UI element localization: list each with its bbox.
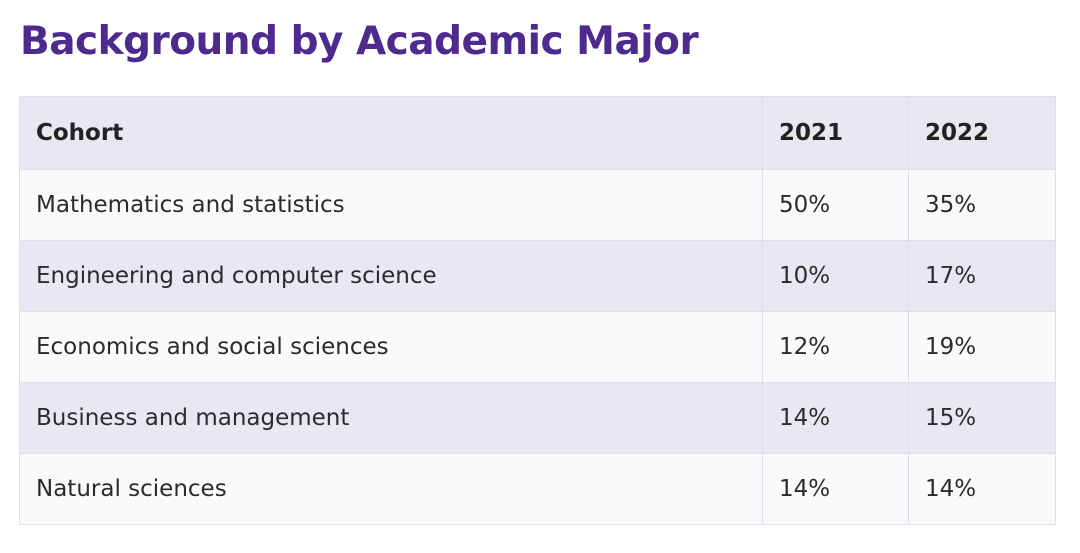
cohort-cell: Mathematics and statistics (19, 169, 763, 241)
cohort-cell: Business and management (19, 382, 763, 454)
table-row: Natural sciences 14% 14% (19, 453, 1056, 525)
value-2022-cell: 17% (908, 240, 1056, 312)
cohort-cell: Natural sciences (19, 453, 763, 525)
table-row: Engineering and computer science 10% 17% (19, 240, 1056, 312)
value-2022-cell: 15% (908, 382, 1056, 454)
table-row: Economics and social sciences 12% 19% (19, 311, 1056, 383)
header-cohort: Cohort (19, 96, 763, 170)
cohort-cell: Engineering and computer science (19, 240, 763, 312)
value-2022-cell: 14% (908, 453, 1056, 525)
value-2021-cell: 12% (762, 311, 909, 383)
header-2022: 2022 (908, 96, 1056, 170)
value-2021-cell: 10% (762, 240, 909, 312)
value-2022-cell: 35% (908, 169, 1056, 241)
value-2021-cell: 50% (762, 169, 909, 241)
value-2021-cell: 14% (762, 453, 909, 525)
value-2022-cell: 19% (908, 311, 1056, 383)
table-row: Business and management 14% 15% (19, 382, 1056, 454)
table-row: Mathematics and statistics 50% 35% (19, 169, 1056, 241)
academic-major-table: Cohort 2021 2022 Mathematics and statist… (19, 96, 1056, 525)
cohort-cell: Economics and social sciences (19, 311, 763, 383)
value-2021-cell: 14% (762, 382, 909, 454)
table-header-row: Cohort 2021 2022 (19, 96, 1056, 170)
page-title: Background by Academic Major (20, 19, 699, 64)
header-2021: 2021 (762, 96, 909, 170)
